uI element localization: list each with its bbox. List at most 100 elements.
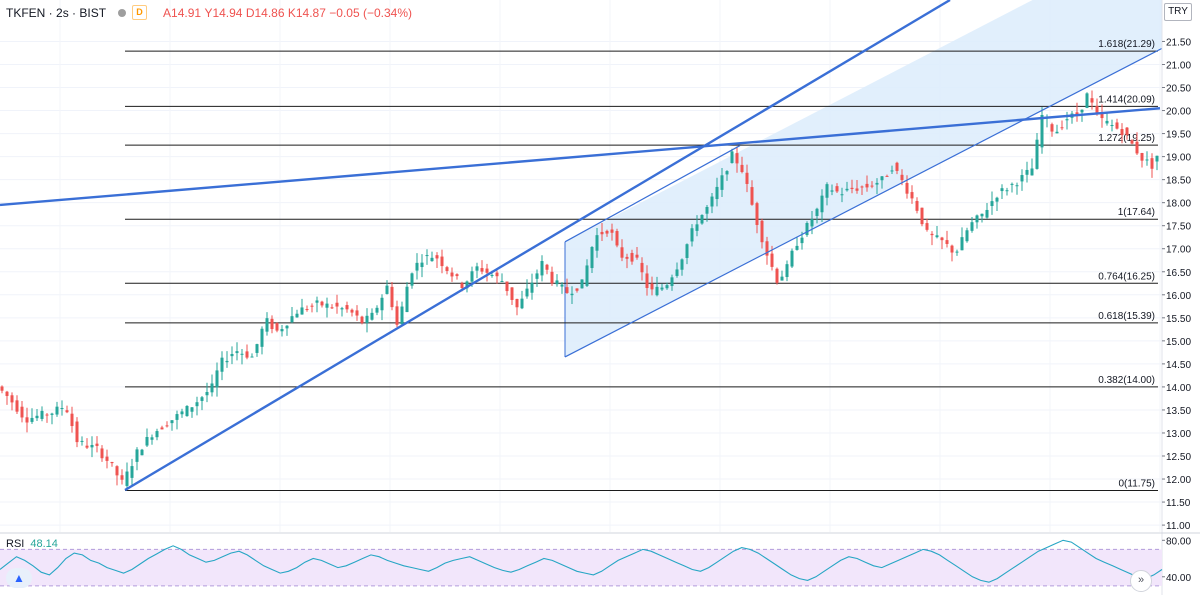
candle-body <box>635 254 639 258</box>
candle-body <box>990 201 994 207</box>
candle-body <box>270 318 274 330</box>
price-tick-label: 12.50 <box>1166 452 1191 463</box>
candle-body <box>1050 124 1054 132</box>
candle-body <box>800 237 804 244</box>
candle-body <box>695 224 699 231</box>
candle-body <box>235 351 239 354</box>
candle-body <box>435 255 439 259</box>
candle-body <box>1105 120 1109 124</box>
price-tick-label: 18.00 <box>1166 199 1191 210</box>
candle-body <box>490 274 494 276</box>
candle-body <box>65 410 69 413</box>
rsi-header[interactable]: RSI 48.14 <box>6 538 58 550</box>
data-source-badge[interactable]: D <box>132 5 148 21</box>
candle-body <box>835 186 839 192</box>
candle-body <box>1035 139 1039 169</box>
candle-body <box>520 298 524 309</box>
change-value: −0.05 (−0.34%) <box>329 6 412 21</box>
candle-body <box>405 286 409 313</box>
candle-body <box>925 223 929 230</box>
candle-body <box>770 253 774 267</box>
candle-body <box>870 185 874 187</box>
candle-body <box>290 316 294 323</box>
candle-body <box>200 397 204 401</box>
candle-body <box>90 444 94 448</box>
candle-body <box>330 307 334 309</box>
candle-body <box>585 265 589 286</box>
tradingview-logo-icon[interactable]: ▲ <box>6 568 32 588</box>
candle-body <box>845 188 849 191</box>
candle-body <box>915 200 919 211</box>
low-value: D14.86 <box>245 6 285 21</box>
candle-body <box>165 425 169 427</box>
candle-body <box>140 449 144 456</box>
candle-body <box>495 272 499 277</box>
rsi-tick-label: 80.00 <box>1166 536 1191 547</box>
candle-body <box>980 213 984 217</box>
price-tick-label: 16.00 <box>1166 291 1191 302</box>
candle-body <box>810 219 814 227</box>
candle-body <box>70 413 74 427</box>
candle-body <box>620 247 624 258</box>
candle-body <box>995 197 999 202</box>
trendline-channel-lower <box>564 47 1163 358</box>
candle-body <box>1015 185 1019 187</box>
candle-body <box>105 456 109 461</box>
candle-body <box>775 268 779 283</box>
candle-body <box>160 427 164 430</box>
candle-body <box>380 297 384 311</box>
candle-body <box>365 315 369 323</box>
trendline-channel-upper <box>564 145 741 243</box>
price-tick-label: 20.00 <box>1166 107 1191 118</box>
candle-body <box>240 353 244 355</box>
candle-body <box>1065 119 1069 121</box>
candle-body <box>1005 190 1009 192</box>
candle-body <box>355 310 359 316</box>
price-tick-label: 13.00 <box>1166 429 1191 440</box>
candle-body <box>605 230 609 234</box>
candle-body <box>750 187 754 205</box>
candle-body <box>130 466 134 478</box>
candle-body <box>885 175 889 177</box>
price-tick-label: 14.00 <box>1166 383 1191 394</box>
symbol-name: TKFEN <box>6 5 46 20</box>
candle-body <box>390 286 394 308</box>
candle-body <box>1155 155 1159 162</box>
candle-body <box>675 269 679 276</box>
candle-body <box>115 466 119 476</box>
symbol-header[interactable]: TKFEN · 2s · BIST D A14.91 Y14.94 D14.86 K… <box>6 5 412 21</box>
currency-button[interactable]: TRY <box>1164 3 1192 21</box>
candle-body <box>840 194 844 196</box>
candle-body <box>295 313 299 318</box>
candle-body <box>265 318 269 332</box>
price-tick-label: 21.00 <box>1166 60 1191 71</box>
candle-body <box>535 273 539 279</box>
candle-body <box>900 174 904 181</box>
candle-body <box>470 271 474 282</box>
rsi-pane: 80.00 40.00 <box>0 532 1200 587</box>
candle-body <box>970 222 974 231</box>
candle-body <box>815 208 819 216</box>
candle-body <box>510 287 514 300</box>
candle-body <box>445 267 449 271</box>
candle-body <box>360 316 364 323</box>
candle-body <box>255 344 259 353</box>
price-tick-label: 20.50 <box>1166 84 1191 95</box>
candle-body <box>150 437 154 440</box>
candle-body <box>950 245 954 253</box>
fib-level-label: 0.618(15.39) <box>1098 311 1155 322</box>
candle-body <box>340 308 344 310</box>
candle-body <box>1080 109 1084 113</box>
candle-body <box>765 241 769 256</box>
candle-body <box>175 414 179 420</box>
candle-body <box>110 461 114 464</box>
scroll-to-realtime-icon[interactable]: » <box>1130 570 1152 592</box>
candle-body <box>305 309 309 311</box>
candle-body <box>720 175 724 190</box>
candle-body <box>205 391 209 396</box>
candle-body <box>1040 114 1044 148</box>
candle-body <box>790 250 794 267</box>
candle-body <box>285 325 289 329</box>
